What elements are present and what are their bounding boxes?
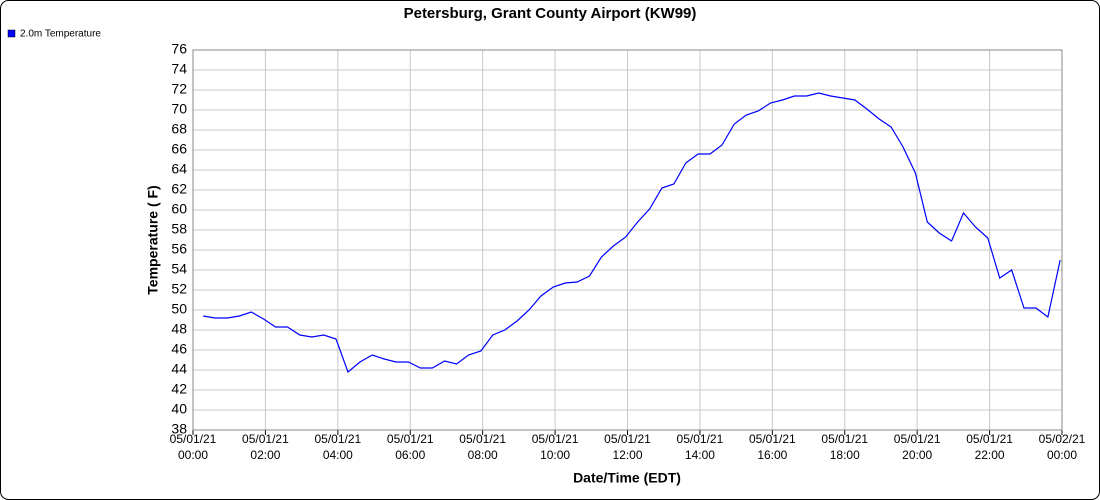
x-tick-label-line: 12:00: [612, 448, 642, 462]
x-tick-label: 05/02/21 00:00: [1039, 432, 1086, 462]
x-tick-label: 05/01/21 06:00: [387, 432, 434, 462]
x-tick-label: 05/01/21 16:00: [749, 432, 796, 462]
x-tick-label-line: 14:00: [685, 448, 715, 462]
x-tick-label: 05/01/21 14:00: [677, 432, 724, 462]
x-tick-label: 05/01/21 08:00: [459, 432, 506, 462]
y-tick-label: 44: [171, 361, 187, 377]
x-tick-label-line: 05/01/21: [749, 432, 796, 446]
y-tick-label: 48: [171, 321, 187, 337]
x-tick-label: 05/01/21 10:00: [532, 432, 579, 462]
y-tick-label: 64: [171, 161, 187, 177]
x-tick-label-line: 05/01/21: [170, 432, 217, 446]
chart-title: Petersburg, Grant County Airport (KW99): [404, 5, 697, 22]
x-tick-label-line: 05/01/21: [242, 432, 289, 446]
y-tick-label: 60: [171, 201, 187, 217]
x-tick-label-line: 05/01/21: [532, 432, 579, 446]
y-tick-label: 38: [171, 421, 187, 437]
x-tick-label-line: 20:00: [902, 448, 932, 462]
series-line: [203, 92, 1061, 374]
x-tick-label-line: 05/01/21: [894, 432, 941, 446]
x-tick-label-line: 06:00: [395, 448, 425, 462]
y-tick-label: 42: [171, 381, 187, 397]
x-tick-label: 05/01/21 22:00: [966, 432, 1013, 462]
x-tick-label-line: 02:00: [250, 448, 280, 462]
x-tick-label-line: 05/01/21: [459, 432, 506, 446]
plot-border: [192, 49, 1063, 431]
x-tick-label-line: 05/01/21: [314, 432, 361, 446]
x-tick-label-line: 08:00: [468, 448, 498, 462]
x-tick-label-line: 05/01/21: [966, 432, 1013, 446]
x-tick-label-line: 05/01/21: [677, 432, 724, 446]
y-tick-label: 56: [171, 241, 187, 257]
x-tick-label-line: 05/02/21: [1039, 432, 1086, 446]
x-tick-label-line: 00:00: [178, 448, 208, 462]
y-tick-label: 52: [171, 281, 187, 297]
x-tick-label: 05/01/21 00:00: [170, 432, 217, 462]
x-tick-label: 05/01/21 02:00: [242, 432, 289, 462]
x-tick-label-line: 05/01/21: [821, 432, 868, 446]
y-tick-label: 62: [171, 181, 187, 197]
y-axis-title: Temperature ( F): [145, 185, 161, 294]
y-tick-label: 66: [171, 141, 187, 157]
y-tick-label: 40: [171, 401, 187, 417]
y-tick-label: 76: [171, 41, 187, 57]
x-tick-label-line: 00:00: [1047, 448, 1077, 462]
y-tick-label: 72: [171, 81, 187, 97]
x-tick-label-line: 04:00: [323, 448, 353, 462]
x-tick-label-line: 05/01/21: [604, 432, 651, 446]
x-tick-label: 05/01/21 04:00: [314, 432, 361, 462]
x-tick-label-line: 22:00: [975, 448, 1005, 462]
y-tick-label: 58: [171, 221, 187, 237]
x-tick-label-line: 16:00: [757, 448, 787, 462]
x-tick-label: 05/01/21 20:00: [894, 432, 941, 462]
y-tick-label: 70: [171, 101, 187, 117]
legend-swatch: [7, 29, 16, 38]
y-tick-label: 46: [171, 341, 187, 357]
x-tick-label: 05/01/21 18:00: [821, 432, 868, 462]
y-tick-label: 50: [171, 301, 187, 317]
x-tick-label-line: 18:00: [830, 448, 860, 462]
x-axis-title: Date/Time (EDT): [573, 470, 681, 486]
legend-label: 2.0m Temperature: [20, 29, 101, 40]
x-tick-label: 05/01/21 12:00: [604, 432, 651, 462]
x-tick-label-line: 10:00: [540, 448, 570, 462]
y-tick-label: 74: [171, 61, 187, 77]
y-tick-label: 68: [171, 121, 187, 137]
x-tick-label-line: 05/01/21: [387, 432, 434, 446]
y-tick-label: 54: [171, 261, 187, 277]
